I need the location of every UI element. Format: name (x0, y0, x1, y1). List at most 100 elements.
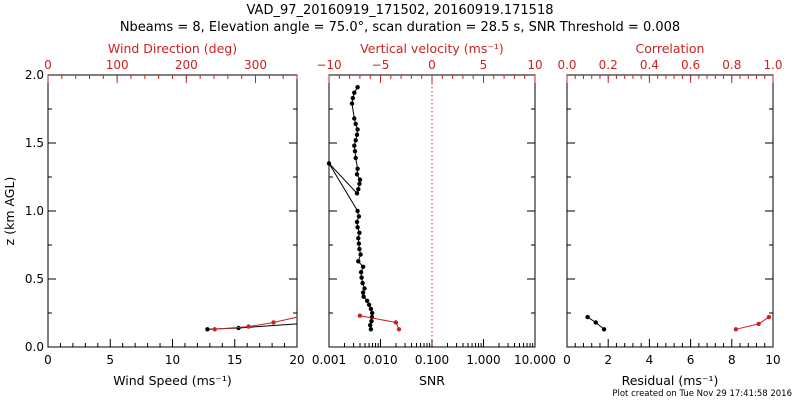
data-point (354, 132, 360, 137)
data-point (352, 143, 357, 148)
data-point (355, 166, 360, 171)
data-point (360, 264, 366, 269)
series-line (735, 316, 770, 330)
top-tick-label: 5 (480, 58, 488, 72)
data-point (756, 321, 761, 327)
data-point (361, 294, 366, 299)
bottom-axis-label: SNR (419, 373, 445, 388)
data-point (356, 236, 361, 241)
data-point (354, 219, 360, 225)
data-point (368, 327, 374, 332)
plot-footer: Plot created on Tue Nov 29 17:41:58 2016 (612, 389, 792, 399)
data-point (355, 208, 360, 214)
data-point (585, 314, 590, 320)
data-point (360, 290, 366, 295)
data-point (246, 324, 251, 329)
bottom-tick-label: 6 (687, 353, 695, 367)
top-axis-label: Vertical velocity (ms⁻¹) (360, 41, 504, 56)
data-point (364, 298, 370, 303)
data-point (354, 172, 360, 177)
data-point (356, 241, 362, 246)
top-tick-label: 10 (527, 58, 542, 72)
data-point (357, 181, 362, 186)
data-point (357, 177, 363, 182)
data-point (355, 225, 360, 230)
data-point (352, 116, 357, 121)
data-point (349, 101, 355, 106)
bottom-tick-label: 1.000 (466, 353, 500, 367)
top-axis-label: Correlation (636, 41, 705, 56)
data-point (362, 286, 367, 291)
data-point (601, 327, 607, 332)
top-tick-label: 0.0 (557, 58, 576, 72)
data-point (366, 302, 372, 307)
top-tick-label: 0 (44, 58, 52, 72)
data-point (359, 275, 364, 280)
y-axis-label: z (km AGL) (2, 177, 17, 246)
data-point (356, 259, 361, 264)
top-tick-label: −5 (372, 58, 390, 72)
data-point (369, 319, 374, 324)
data-point (205, 327, 210, 332)
top-tick-label: −10 (316, 58, 341, 72)
top-tick-label: 200 (175, 58, 198, 72)
series-line (214, 316, 298, 330)
top-axis-label: Wind Direction (deg) (108, 41, 237, 56)
top-tick-label: 100 (106, 58, 129, 72)
top-tick-label: 0.8 (722, 58, 741, 72)
bottom-axis-label: Residual (ms⁻¹) (622, 373, 719, 388)
data-point (353, 138, 358, 143)
data-point (212, 327, 217, 332)
data-point (355, 127, 360, 132)
data-point (358, 270, 364, 275)
data-point (355, 85, 360, 90)
bottom-tick-label: 0.100 (415, 353, 449, 367)
y-tick-label: 0.0 (25, 340, 44, 354)
bottom-tick-label: 5 (106, 353, 114, 367)
y-tick-label: 1.5 (25, 136, 44, 150)
y-tick-label: 2.0 (25, 68, 44, 82)
data-point (353, 155, 358, 161)
series-line (359, 315, 400, 330)
data-point (356, 214, 362, 219)
bottom-tick-label: 8 (728, 353, 736, 367)
data-point (357, 246, 362, 252)
data-point (357, 230, 362, 235)
top-tick-label: 1.0 (763, 58, 782, 72)
wind-panel: 0.0 0.5 1.0 1.5 2.0 z (km AGL) 0 5 10 15 20 Wind Sp… (2, 41, 305, 388)
data-point (356, 187, 361, 192)
data-point (368, 306, 374, 312)
bottom-tick-label: 15 (227, 353, 242, 367)
bottom-tick-label: 0.010 (363, 353, 397, 367)
data-point (396, 327, 402, 332)
wind-panel-frame (47, 74, 298, 348)
top-tick-label: 0.4 (640, 58, 659, 72)
data-point (326, 161, 332, 166)
data-point (352, 149, 358, 154)
residual-panel: 0 2 4 6 8 10 Residual (ms⁻¹) 0.0 0.2 0.4 0.6 0.8 1.0… (557, 41, 782, 388)
bottom-tick-label: 10 (165, 353, 180, 367)
data-point (357, 313, 363, 318)
data-point (354, 191, 360, 196)
bottom-tick-label: 10.000 (514, 353, 556, 367)
data-point (352, 90, 357, 95)
y-tick-label: 0.5 (25, 272, 44, 286)
bottom-tick-label: 10 (765, 353, 780, 367)
data-point (733, 327, 739, 332)
bottom-tick-label: 0 (44, 353, 52, 367)
bottom-axis-label: Wind Speed (ms⁻¹) (113, 373, 232, 388)
bottom-tick-label: 0.001 (312, 353, 346, 367)
top-tick-label: 0 (428, 58, 436, 72)
data-point (358, 252, 363, 257)
data-point (368, 323, 373, 328)
figure-subtitle: Nbeams = 8, Elevation angle = 75.0°, sca… (120, 20, 680, 35)
data-point (766, 314, 772, 320)
data-point (393, 320, 399, 325)
top-tick-label: 300 (244, 58, 267, 72)
data-point (353, 121, 358, 127)
bottom-tick-label: 20 (289, 353, 304, 367)
data-point (360, 280, 365, 286)
bottom-tick-label: 2 (604, 353, 612, 367)
data-point (350, 95, 355, 101)
